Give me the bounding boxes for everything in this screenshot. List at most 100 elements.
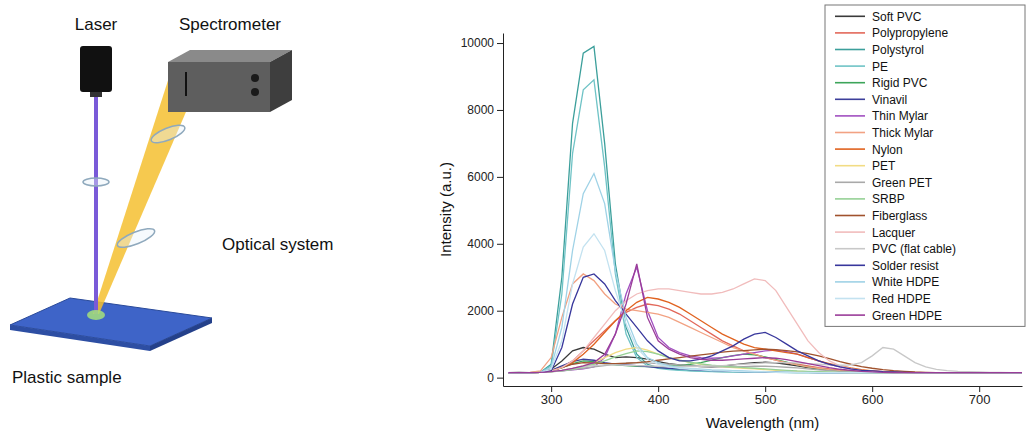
y-axis: 0 2000 4000 6000 8000 10000 <box>461 34 504 387</box>
legend-swatch <box>835 49 865 51</box>
y-tick-mark <box>497 378 503 379</box>
y-tick: 6000 <box>467 170 503 184</box>
diagram-label: Laser <box>75 15 118 34</box>
legend-item: Polypropylene <box>835 26 948 40</box>
y-tick-mark <box>497 311 503 312</box>
legend-swatch <box>835 82 865 84</box>
sample-plate <box>10 298 212 346</box>
sample-plate-edge <box>10 325 150 351</box>
legend-box <box>825 5 1025 326</box>
x-tick-mark <box>765 386 766 392</box>
legend-label: Green HDPE <box>872 309 942 323</box>
lens <box>115 225 157 251</box>
legend-swatch <box>835 132 865 134</box>
x-tick-label: 400 <box>648 392 670 407</box>
y-tick-label: 10000 <box>461 36 495 50</box>
diagram-label: Optical system <box>222 235 333 254</box>
legend-swatch <box>835 248 865 250</box>
legend-label: Thick Mylar <box>872 126 933 140</box>
x-axis-title: Wavelength (nm) <box>706 414 820 431</box>
legend-label: Rigid PVC <box>872 76 928 90</box>
legend-label: Fiberglass <box>872 209 927 223</box>
x-tick-label: 300 <box>541 392 563 407</box>
legend-swatch <box>835 281 865 283</box>
x-tick: 400 <box>648 386 670 407</box>
legend-swatch <box>835 198 865 200</box>
y-tick: 4000 <box>467 237 503 251</box>
legend-swatch <box>835 298 865 300</box>
legend-item: Thin Mylar <box>835 109 928 123</box>
legend-swatch <box>835 264 865 266</box>
x-tick-label: 600 <box>862 392 884 407</box>
x-tick-mark <box>872 386 873 392</box>
legend-item: Thick Mylar <box>835 126 933 140</box>
legend-label: Soft PVC <box>872 10 922 24</box>
x-tick: 500 <box>755 386 777 407</box>
y-axis-line <box>503 34 504 387</box>
legend-item: Red HDPE <box>835 292 931 306</box>
laser-nozzle <box>90 92 102 97</box>
spectrometer-slit <box>185 72 187 96</box>
spectra-chart: 300 400 500 600 700 0 2000 4000 6000 8000 10000 Wav… <box>437 5 1025 431</box>
y-tick: 8000 <box>467 103 503 117</box>
x-tick-label: 700 <box>969 392 991 407</box>
figure: LaserSpectrometerOptical systemPlastic s… <box>0 0 1032 441</box>
legend-swatch <box>835 314 865 316</box>
legend-label: PET <box>872 159 896 173</box>
legend-swatch <box>835 231 865 233</box>
spectrum-line <box>508 351 1022 373</box>
legend-swatch <box>835 165 865 167</box>
legend-label: Thin Mylar <box>872 109 928 123</box>
legend-item: Polystyrol <box>835 43 924 57</box>
legend-label: SRBP <box>872 192 905 206</box>
legend-label: PE <box>872 60 888 74</box>
legend-label: Solder resist <box>872 259 939 273</box>
legend-item: Fiberglass <box>835 209 927 223</box>
legend-label: Red HDPE <box>872 292 931 306</box>
y-tick-label: 8000 <box>467 103 494 117</box>
legend-item: Nylon <box>835 143 903 157</box>
legend-item: PET <box>835 159 896 173</box>
legend-label: Vinavil <box>872 93 907 107</box>
legend-item: Soft PVC <box>835 10 922 24</box>
legend-label: Nylon <box>872 143 903 157</box>
legend-swatch <box>835 182 865 184</box>
y-tick-label: 2000 <box>467 304 494 318</box>
x-tick-mark <box>658 386 659 392</box>
y-tick: 0 <box>487 371 503 385</box>
x-tick: 700 <box>969 386 991 407</box>
diagram-label: Plastic sample <box>12 368 122 387</box>
legend-swatch <box>835 32 865 34</box>
sample-plate-edge <box>150 318 212 351</box>
legend-swatch <box>835 215 865 217</box>
legend: Soft PVC Polypropylene Polystyrol PE Rigid P… <box>825 5 1025 326</box>
spectrum-line <box>508 348 1022 373</box>
y-tick: 2000 <box>467 304 503 318</box>
laser-beam <box>94 96 98 314</box>
legend-label: Green PET <box>872 176 933 190</box>
y-tick-label: 4000 <box>467 237 494 251</box>
legend-item: Lacquer <box>835 226 915 240</box>
legend-swatch <box>835 148 865 150</box>
y-axis-title: Intensity (a.u.) <box>437 162 454 257</box>
y-tick-mark <box>497 244 503 245</box>
spectrometer-knob <box>251 88 259 96</box>
lens <box>149 122 187 147</box>
legend-item: Solder resist <box>835 259 939 273</box>
legend-swatch <box>835 15 865 17</box>
legend-label: Polystyrol <box>872 43 924 57</box>
spectrum-line <box>508 349 1022 372</box>
legend-swatch <box>835 99 865 101</box>
legend-item: PE <box>835 60 888 74</box>
x-axis: 300 400 500 600 700 <box>504 386 1023 407</box>
y-tick-mark <box>497 43 503 44</box>
legend-item: Green HDPE <box>835 309 942 323</box>
legend-item: Green PET <box>835 176 933 190</box>
legend-item: White HDPE <box>835 275 939 289</box>
legend-swatch <box>835 65 865 67</box>
x-tick-mark <box>551 386 552 392</box>
lens <box>83 178 109 186</box>
legend-item: Rigid PVC <box>835 76 928 90</box>
y-tick-label: 6000 <box>467 170 494 184</box>
legend-label: Lacquer <box>872 226 915 240</box>
